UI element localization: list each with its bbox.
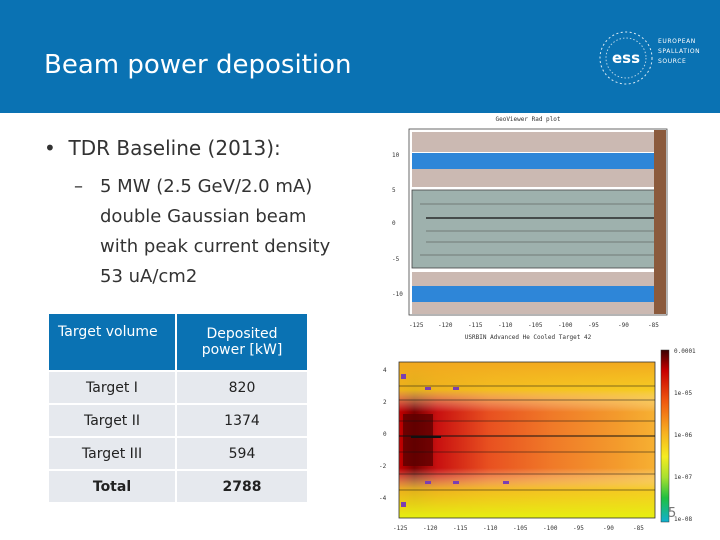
y-tick-label: -4 (379, 495, 387, 502)
logo-mark-text: ess (612, 49, 640, 67)
y-tick-label: 4 (383, 367, 387, 374)
y-tick-label: 0 (392, 220, 396, 227)
colorbar-label: 1e-06 (674, 432, 692, 439)
sub-line-3: with peak current density (100, 236, 331, 257)
heatmap-y-ticks: 4 2 0 -2 -4 (379, 367, 387, 502)
geometry-brown-wall (654, 130, 666, 314)
x-tick-label: -85 (648, 322, 659, 329)
sub-line-4: 53 uA/cm2 (100, 266, 198, 287)
colorbar-label: 0.0001 (674, 348, 696, 355)
x-tick-label: -120 (438, 322, 453, 329)
logo-line-1: EUROPEAN (658, 38, 696, 45)
ess-logo-mark: ess (599, 31, 653, 85)
geometry-y-ticks: 10 5 0 -5 -10 (392, 152, 403, 298)
y-tick-label: 0 (383, 431, 387, 438)
cell-power-value: 1374 (175, 405, 307, 436)
cell-target-name: Target I (49, 372, 175, 403)
colorbar-labels: 0.0001 1e-05 1e-06 1e-07 1e-08 (674, 348, 696, 523)
geometry-plot-title: GeoViewer Rad plot (495, 116, 560, 123)
x-tick-label: -85 (633, 525, 644, 532)
cell-target-name: Target II (49, 405, 175, 436)
bullet-text: TDR Baseline (2013): (68, 136, 281, 160)
heatmap-frame (398, 361, 656, 519)
x-tick-label: -90 (618, 322, 629, 329)
y-tick-label: -5 (392, 256, 400, 263)
x-tick-label: -100 (558, 322, 573, 329)
sub-bullet-dash: – (74, 176, 83, 197)
x-tick-label: -100 (543, 525, 558, 532)
cell-power-value: 820 (175, 372, 307, 403)
heatmap-hotspot (403, 414, 433, 466)
slide-title: Beam power deposition (44, 50, 352, 80)
cell-power-value: 594 (175, 438, 307, 469)
title-bar: Beam power deposition ess EUROPEAN SPALL… (0, 0, 720, 113)
ess-logo: ess EUROPEAN SPALLATION SOURCE (596, 28, 712, 88)
cell-total-value: 2788 (175, 471, 307, 502)
geometry-blue-band (412, 286, 654, 302)
geometry-blue-band (412, 153, 654, 169)
cell-target-name: Target III (49, 438, 175, 469)
bullet-item: • TDR Baseline (2013): (44, 136, 281, 160)
y-tick-label: -2 (379, 463, 387, 470)
geometry-x-ticks: -125 -120 -115 -110 -105 -100 -95 -90 -8… (409, 322, 659, 329)
x-tick-label: -105 (513, 525, 528, 532)
x-tick-label: -125 (409, 322, 424, 329)
x-tick-label: -115 (468, 322, 483, 329)
table-row: Target I 820 (49, 372, 307, 403)
cell-total-label: Total (49, 471, 175, 502)
table-header-row: Target volume Deposited power [kW] (49, 314, 307, 370)
y-tick-label: 5 (392, 187, 396, 194)
y-tick-label: 2 (383, 399, 387, 406)
x-tick-label: -110 (483, 525, 498, 532)
colorbar-label: 1e-08 (674, 516, 692, 523)
x-tick-label: -95 (588, 322, 599, 329)
logo-line-2: SPALLATION (658, 48, 701, 55)
power-table: Target volume Deposited power [kW] Target… (49, 312, 307, 504)
colorbar-label: 1e-07 (674, 474, 692, 481)
logo-line-3: SOURCE (658, 58, 687, 65)
x-tick-label: -125 (393, 525, 408, 532)
colorbar (660, 349, 670, 523)
geometry-tan-band (412, 169, 654, 187)
x-tick-label: -95 (573, 525, 584, 532)
geometry-target-region (411, 189, 659, 269)
header-target-volume: Target volume (49, 314, 175, 370)
x-tick-label: -105 (528, 322, 543, 329)
table-total-row: Total 2788 (49, 471, 307, 502)
header-deposited-power-line2: power [kW] (201, 342, 283, 358)
x-tick-label: -120 (423, 525, 438, 532)
geometry-tan-band (412, 302, 654, 314)
y-tick-label: 10 (392, 152, 400, 159)
heatmap-title: USRBIN Advanced He Cooled Target 42 (465, 334, 592, 341)
geometry-tan-band (412, 272, 654, 286)
x-tick-label: -115 (453, 525, 468, 532)
x-tick-label: -110 (498, 322, 513, 329)
slide-number: 5 (668, 506, 677, 521)
header-deposited-power: Deposited power [kW] (175, 314, 307, 370)
sub-line-1: 5 MW (2.5 GeV/2.0 mA) (100, 176, 313, 197)
colorbar-label: 1e-05 (674, 390, 692, 397)
y-tick-label: -10 (392, 291, 403, 298)
table-row: Target II 1374 (49, 405, 307, 436)
heatmap-plot: 4 2 0 -2 -4 -125 -120 -115 -110 -105 -10… (379, 348, 696, 532)
sub-bullet: – 5 MW (2.5 GeV/2.0 mA) double Gaussian … (74, 172, 330, 292)
heatmap-x-ticks: -125 -120 -115 -110 -105 -100 -95 -90 -8… (393, 525, 644, 532)
geometry-plot: GeoViewer Rad plot 10 5 0 -5 -10 -125 -1… (392, 116, 668, 341)
heatmap-field-overlay (399, 362, 655, 518)
x-tick-label: -90 (603, 525, 614, 532)
geometry-tan-band (412, 132, 654, 152)
bullet-dot: • (44, 136, 69, 160)
logo-text: EUROPEAN SPALLATION SOURCE (658, 37, 700, 67)
sub-line-2: double Gaussian beam (100, 206, 307, 227)
table-row: Target III 594 (49, 438, 307, 469)
